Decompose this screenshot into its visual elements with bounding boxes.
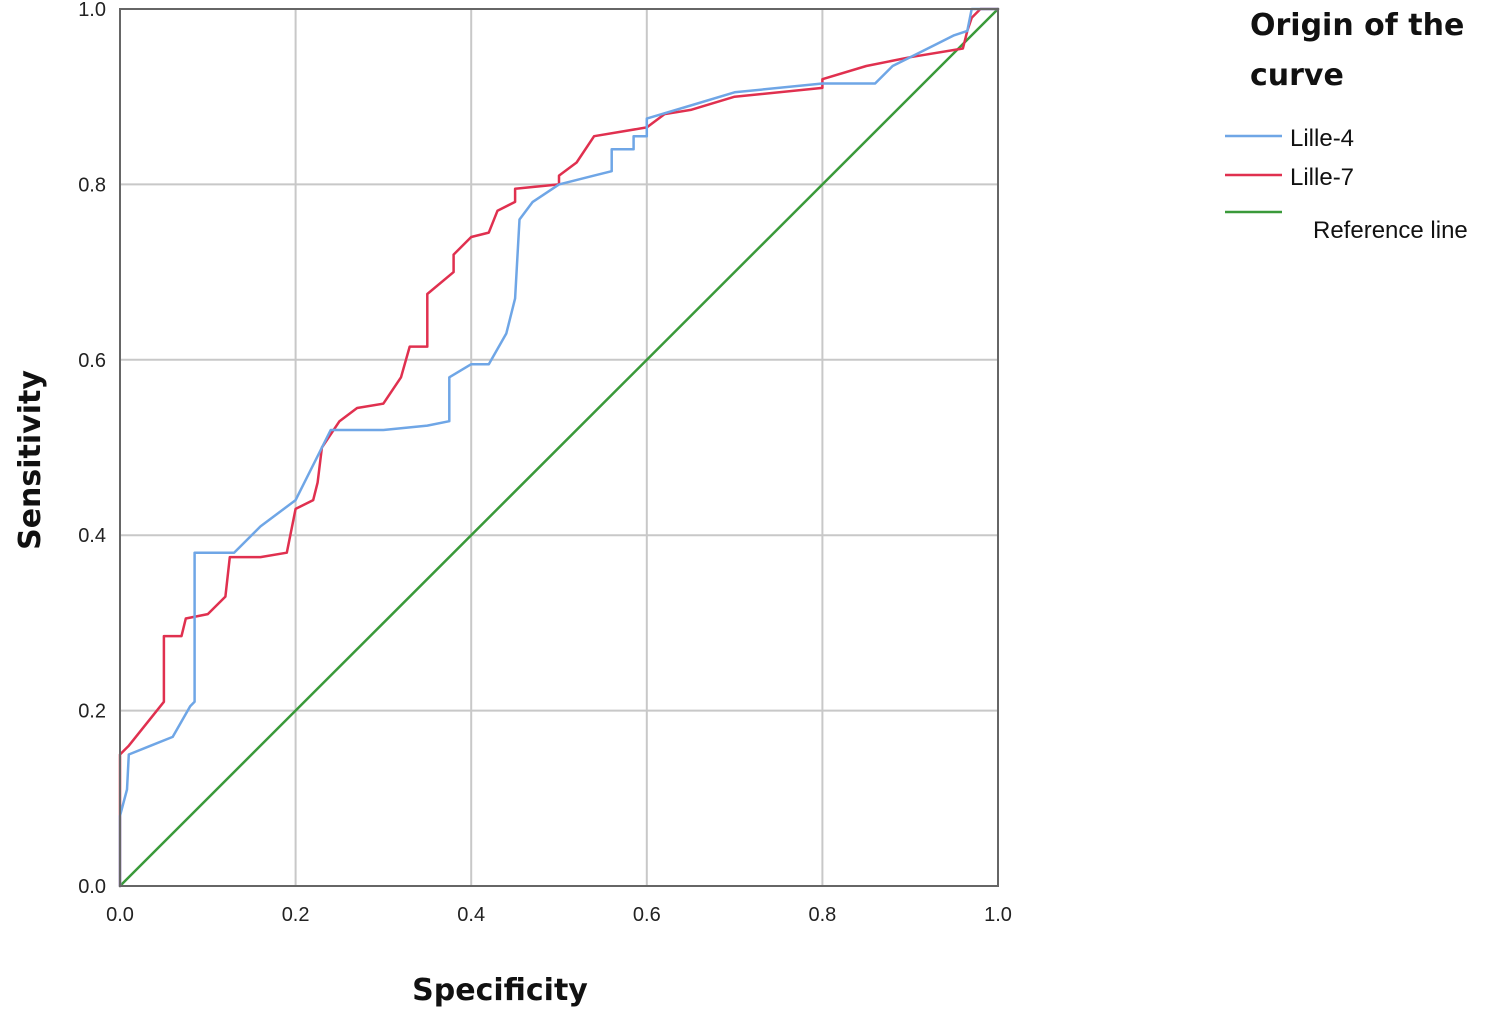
- y-tick-label: 1.0: [78, 0, 106, 21]
- plot-frame: [119, 8, 999, 887]
- series-line-lille-7: [118, 7, 1000, 888]
- y-tick-label: 0.8: [78, 174, 106, 196]
- legend-entries: Lille-4 Lille-7 Reference line: [1225, 125, 1468, 244]
- x-tick-label: 0.6: [633, 904, 661, 926]
- gridlines: [120, 9, 998, 886]
- series-lines: [118, 7, 1000, 888]
- y-axis-title: Sensitivity: [13, 370, 48, 550]
- legend: Origin of the curve Lille-4 Lille-7 Refere…: [1225, 8, 1468, 244]
- x-tick-label: 0.8: [808, 904, 836, 926]
- series-line-reference-line: [118, 7, 1000, 888]
- x-axis-title: Specificity: [412, 973, 588, 1008]
- x-tick-label: 0.4: [457, 904, 485, 926]
- y-tick-label: 0.6: [78, 350, 106, 372]
- series-line-lille-4: [118, 7, 1000, 888]
- x-tick-label: 0.2: [282, 904, 310, 926]
- legend-label-lille-4: Lille-4: [1290, 125, 1354, 152]
- legend-label-reference-line: Reference line: [1313, 217, 1468, 244]
- y-tick-label: 0.0: [78, 876, 106, 898]
- x-tick-label: 0.0: [106, 904, 134, 926]
- legend-title-line-1: Origin of the: [1250, 8, 1464, 43]
- y-tick-label: 0.2: [78, 701, 106, 723]
- legend-label-lille-7: Lille-7: [1290, 164, 1354, 191]
- x-tick-label: 1.0: [984, 904, 1012, 926]
- axis-ticks: 0.0 0.2 0.4 0.6 0.8 1.0 0.0 0.2 0.4 0.6 0.8 1.0: [78, 0, 1012, 926]
- y-tick-label: 0.4: [78, 525, 106, 547]
- legend-title-line-2: curve: [1250, 58, 1344, 93]
